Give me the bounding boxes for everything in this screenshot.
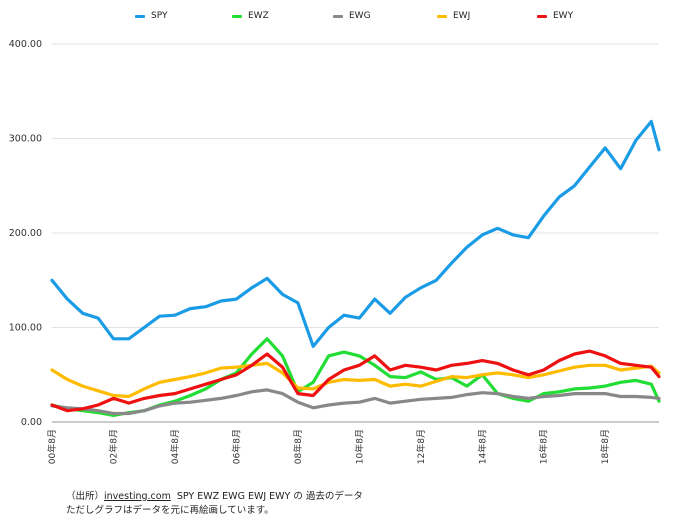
source-description: SPY EWZ EWG EWJ EWY の 過去のデータ xyxy=(176,491,363,502)
series-line-ewg xyxy=(50,388,661,416)
source-note: （出所）investing.com SPY EWZ EWG EWJ EWY の … xyxy=(66,490,363,518)
legend-item-ewj: EWJ xyxy=(437,11,470,21)
legend-label: EWY xyxy=(553,11,574,21)
source-link[interactable]: investing.com xyxy=(104,491,171,502)
y-tick-label: 400.00 xyxy=(9,39,42,50)
x-tick-label: 16年8月 xyxy=(538,429,550,464)
legend-label: SPY xyxy=(151,11,168,21)
x-tick-label: 00年8月 xyxy=(46,429,58,464)
series-line-ewy xyxy=(50,349,661,413)
legend-label: EWJ xyxy=(453,11,471,21)
legend-item-ewy: EWY xyxy=(537,11,573,21)
x-tick-label: 04年8月 xyxy=(169,429,181,464)
line-chart: 400.00 300.00 200.00 100.00 0.00 00年8月 02年8月 04… xyxy=(9,39,661,464)
legend-swatch xyxy=(333,14,343,18)
x-tick-label: 10年8月 xyxy=(353,429,365,464)
legend-swatch xyxy=(232,14,242,18)
x-tick-label: 08年8月 xyxy=(292,429,304,464)
legend-swatch xyxy=(437,14,447,18)
legend-label: EWZ xyxy=(248,11,269,21)
legend-swatch xyxy=(537,14,547,18)
series-line-ewj xyxy=(50,361,661,399)
legend-item-spy: SPY xyxy=(135,11,167,21)
x-tick-label: 02年8月 xyxy=(107,429,119,464)
x-tick-label: 18年8月 xyxy=(599,429,611,464)
y-tick-label: 200.00 xyxy=(9,228,42,239)
y-tick-label: 300.00 xyxy=(9,134,42,145)
legend-item-ewz: EWZ xyxy=(232,11,269,21)
y-tick-label: 0.00 xyxy=(21,417,42,428)
x-tick-label: 12年8月 xyxy=(415,429,427,464)
x-tick-label: 06年8月 xyxy=(230,429,242,464)
legend-item-ewg: EWG xyxy=(333,11,371,21)
legend-label: EWG xyxy=(349,11,371,21)
y-tick-label: 100.00 xyxy=(9,323,42,334)
source-prefix: （出所） xyxy=(66,491,105,502)
legend-swatch xyxy=(135,14,145,18)
series-line-spy xyxy=(50,119,661,348)
source-disclaimer: ただしグラフはデータを元に再絵画しています。 xyxy=(66,505,274,516)
x-tick-label: 14年8月 xyxy=(476,429,488,464)
